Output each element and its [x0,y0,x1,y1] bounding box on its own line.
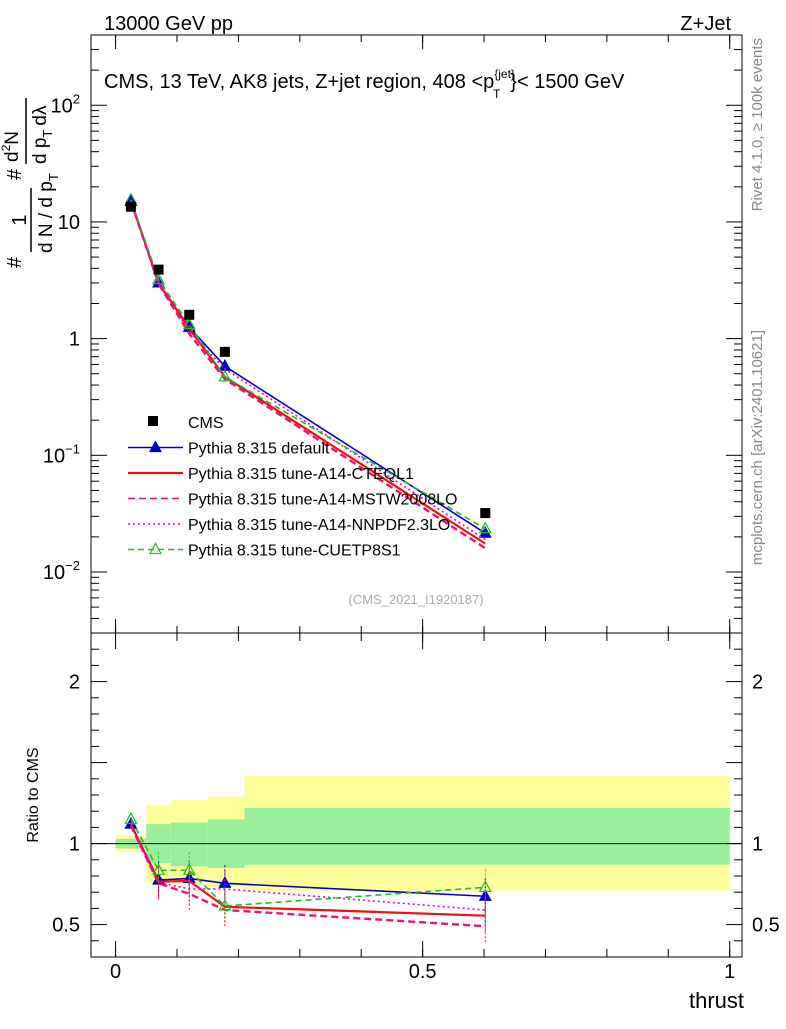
cms-data-point [480,508,491,519]
header-right: Z+Jet [680,13,731,35]
y-tick-label: 102 [51,91,80,117]
legend-label-cms: CMS [188,415,224,432]
series-marker-4 [218,369,232,382]
legend-label-3: Pythia 8.315 tune-A14-NNPDF2.3LO [188,517,450,534]
series-marker-4 [152,272,166,285]
series-marker-4 [478,521,492,534]
ratio-y-tick-label-right: 0.5 [752,915,780,937]
ratio-marker-4 [152,863,166,875]
legend: CMS Pythia 8.315 default Pythia 8.315 tune… [128,415,457,560]
cms-data-point [125,201,136,212]
ratio-marker-4 [478,880,492,892]
main-panel: 102 10 1 10−1 10−2 CMS, 13 TeV, AK8 jets, Z+… [0,34,743,634]
x-axis-label: thrust [689,988,744,1013]
x-tick-label: 0 [110,961,121,983]
ratio-y-label: Ratio to CMS [25,747,42,842]
x-tick-label: 1 [724,961,735,983]
band-green [244,807,730,865]
ratio-uncertainty-bands [91,775,742,891]
series-line-3 [130,200,486,541]
band-green [170,822,208,867]
ratio-axes: 0.5 0.5 1 1 2 2 0 0.5 1 [52,632,780,983]
ratio-panel: 0.5 0.5 1 1 2 2 0 0.5 1 Ratio to CMS thrust [25,632,780,1013]
svg-text:d2N: d2N [0,131,23,162]
ratio-y-tick-label-left: 0.5 [52,915,80,937]
legend-label-4: Pythia 8.315 tune-CUETP8S1 [188,543,401,560]
main-y-axis: 102 10 1 10−1 10−2 [43,34,742,634]
header-left: 13000 GeV pp [104,13,233,35]
series-line-4 [130,199,486,530]
series-line-2 [129,201,486,550]
legend-label-2: Pythia 8.315 tune-A14-MSTW2008LO [188,492,457,509]
x-tick-label: 0.5 [409,961,437,983]
ratio-y-tick-label-left: 2 [69,672,80,694]
series-marker-4 [182,317,196,330]
cms-data-points [125,201,491,519]
y-tick-label: 10−1 [43,441,80,467]
ratio-marker-4 [124,812,138,824]
ratio-y-tick-label-left: 1 [69,834,80,856]
main-series-layer [124,192,492,550]
plot-title: CMS, 13 TeV, AK8 jets, Z+jet region, 408… [104,67,625,101]
svg-text:#: # [4,256,26,268]
main-y-label: # 1 d N / d pT # d2N d pTdλ [0,98,61,268]
ratio-marker-4 [218,898,232,911]
cms-data-point [184,309,195,320]
legend-marker-4 [148,542,163,555]
ratio-marker-4 [182,863,196,875]
y-tick-label: 10−2 [43,558,80,584]
side-label-rivet: Rivet 4.1.0, ≥ 100k events [749,38,766,211]
legend-swatch-cms [148,416,158,426]
y-tick-label: 1 [69,329,80,351]
ratio-y-tick-label-right: 1 [752,834,763,856]
svg-text:#: # [4,168,26,180]
legend-label-0: Pythia 8.315 default [188,441,330,458]
svg-text:1: 1 [9,214,31,225]
side-label-mcplots: mcplots.cern.ch [arXiv:2401.10621] [749,330,766,565]
y-tick-label: 10 [58,212,80,234]
ratio-y-tick-label-right: 2 [752,672,763,694]
svg-text:d N / d pT: d N / d pT [36,173,61,253]
ratio-series-layer [124,812,492,945]
ratio-line-2 [129,825,486,928]
cms-data-point [153,264,164,275]
legend-marker-0 [148,440,163,453]
legend-label-1: Pythia 8.315 tune-A14-CTEQL1 [188,466,414,483]
series-line-0 [130,201,486,534]
cms-data-point [219,346,230,357]
svg-text:d pTdλ: d pTdλ [30,105,55,164]
main-watermark: (CMS_2021_I1920187) [348,592,483,607]
